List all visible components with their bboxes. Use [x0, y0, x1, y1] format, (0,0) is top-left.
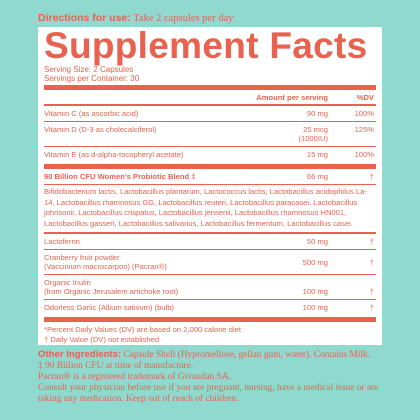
row-garlic: Odorless Garlic (Allium sativum) (bulb) …: [44, 300, 376, 315]
divider-thin: [44, 274, 376, 276]
vitamin-d-dv: 125%: [354, 125, 374, 134]
inulin-amount: 100 mg: [302, 287, 328, 297]
cranberry-name-latin: (Vaccinium macrocarpon) (Pacran®): [44, 262, 167, 272]
divider-thin: [44, 146, 376, 147]
probiotic-species-list: Bifidobacterium lactis, Lactobacillus pl…: [44, 187, 367, 228]
footnote-dv-not-established: † Daily Value (DV) not established: [44, 334, 160, 344]
vitamin-e-name: Vitamin E (as d-alpha-tocopheryl acetate…: [44, 150, 184, 159]
other-ingredients-text: Capsule Shell (Hypromellose, gellan gum,…: [123, 350, 371, 360]
probiotic-amount: 66 mg: [306, 172, 328, 181]
divider-thick: [44, 164, 376, 169]
row-cranberry: Cranberry fruit powder (Vaccinium macroc…: [44, 250, 376, 274]
other-ingredients: Other Ingredients: Capsule Shell (Hyprom…: [38, 349, 388, 405]
garlic-name: Odorless Garlic (Allium sativum) (bulb): [44, 303, 174, 313]
vitamin-d-amount: 25 mcg: [303, 125, 328, 134]
supplement-facts-panel: Supplement Facts Serving Size: 2 Capsule…: [38, 27, 382, 345]
serving-size: Serving Size: 2 Capsules: [44, 65, 134, 74]
cranberry-amount: 500 mg: [302, 257, 328, 267]
cfu-note: ‡ 90 Billion CFU at time of manufacture.: [38, 361, 194, 371]
lactoferrin-name: Lactoferrin: [44, 237, 80, 247]
cranberry-dv: †: [369, 257, 374, 267]
divider-thin: [44, 121, 376, 122]
lactoferrin-amount: 50 mg: [306, 237, 328, 247]
divider-medium: [44, 232, 376, 235]
header-amount: Amount per serving: [256, 93, 328, 102]
vitamin-c-amount: 90 mg: [306, 109, 328, 118]
row-inulin: Organic Inulin (from Organic Jerusalem a…: [44, 275, 376, 299]
vitamin-e-dv: 100%: [354, 150, 374, 159]
warning-note: Consult your physician before use if you…: [38, 383, 379, 404]
probiotic-dv: †: [369, 172, 374, 181]
row-vitamin-c: Vitamin C (as ascorbic acid) 90 mg 100%: [44, 106, 376, 121]
facts-title: Supplement Facts: [44, 25, 368, 66]
row-probiotic-blend: 90 Billion CFU Women's Probiotic Blend ‡…: [44, 169, 376, 184]
garlic-dv: †: [369, 303, 374, 313]
row-lactoferrin: Lactoferrin 50 mg †: [44, 234, 376, 249]
divider-thin: [44, 299, 376, 301]
servings-per-container: Servings per Container: 30: [44, 74, 140, 83]
vitamin-e-amount: 15 mg: [306, 150, 328, 159]
row-vitamin-e: Vitamin E (as d-alpha-tocopheryl acetate…: [44, 147, 376, 162]
footnote-percent-dv: *Percent Daily Values (DV) are based on …: [44, 325, 241, 335]
divider-thin: [44, 249, 376, 251]
directions-text: Take 2 capsules per day: [133, 13, 234, 24]
divider-thick: [44, 85, 376, 90]
footnotes: *Percent Daily Values (DV) are based on …: [44, 322, 376, 344]
cranberry-name: Cranberry fruit powder: [44, 253, 120, 263]
directions-label: Directions for use:: [38, 12, 131, 24]
row-vitamin-d: Vitamin D (D-3 as cholecalciferol) 25 mc…: [44, 122, 376, 146]
divider-medium: [44, 104, 376, 106]
vitamin-c-name: Vitamin C (as ascorbic acid): [44, 109, 139, 118]
lactoferrin-dv: †: [369, 237, 374, 247]
garlic-amount: 100 mg: [302, 303, 328, 313]
other-ingredients-label: Other Ingredients:: [38, 349, 122, 360]
vitamin-d-name: Vitamin D (D-3 as cholecalciferol): [44, 125, 157, 134]
directions-line: Directions for use: Take 2 capsules per …: [38, 12, 233, 24]
vitamin-c-dv: 100%: [354, 109, 374, 118]
inulin-name: Organic Inulin: [44, 278, 91, 288]
inulin-dv: †: [369, 287, 374, 297]
probiotic-name: 90 Billion CFU Women's Probiotic Blend ‡: [44, 172, 196, 181]
trademark-note: Pacran® is a registered trademark of Giv…: [38, 372, 231, 382]
divider-thin: [44, 184, 376, 185]
vitamin-d-amount-iu: (1000IU): [298, 134, 328, 143]
header-dv: %DV: [356, 93, 374, 102]
inulin-source: (from Organic Jerusalem artichoke root): [44, 287, 179, 297]
divider-thick: [44, 317, 376, 323]
facts-header-row: Amount per serving %DV: [44, 90, 376, 104]
